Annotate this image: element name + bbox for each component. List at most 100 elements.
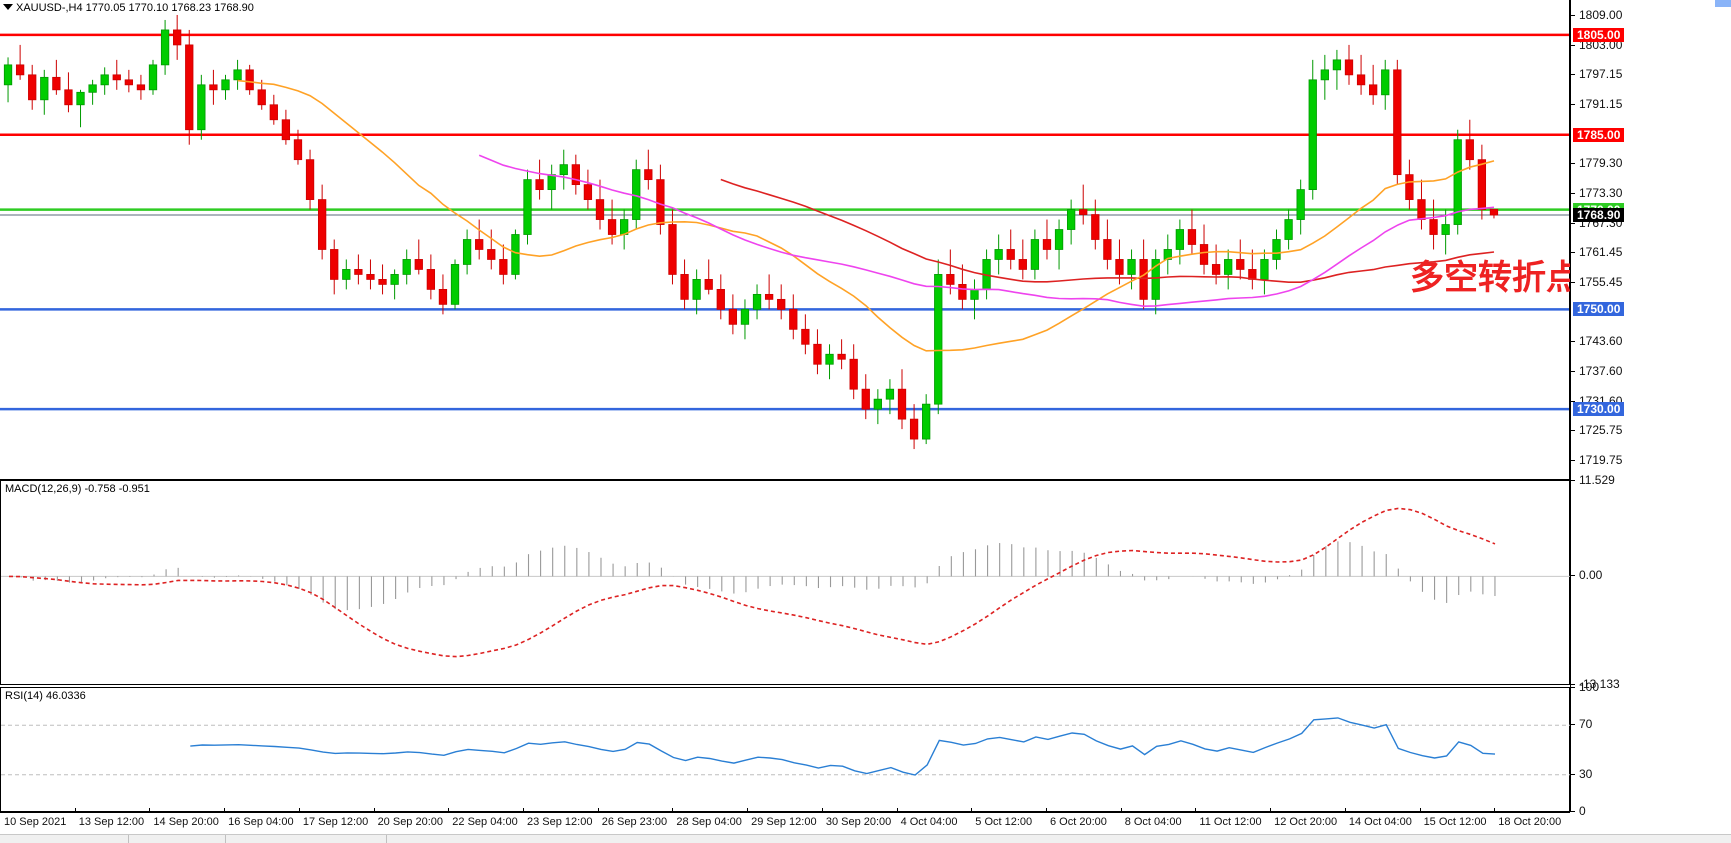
candlestick: [1369, 64, 1378, 105]
time-tick: [224, 808, 226, 813]
candlestick: [692, 269, 701, 315]
price-tick-label: 1743.60: [1579, 334, 1623, 349]
axis-tick: [1570, 575, 1575, 577]
candlestick: [1356, 54, 1366, 95]
candlestick: [160, 19, 170, 75]
rsi-tick-label: 30: [1579, 766, 1593, 781]
rsi-indicator-panel[interactable]: RSI(14) 46.0336: [0, 687, 1570, 812]
candlestick: [873, 389, 882, 425]
time-tick-label: 11 Oct 12:00: [1199, 816, 1262, 828]
time-tick-label: 8 Oct 04:00: [1124, 816, 1182, 828]
candlestick: [934, 259, 943, 415]
candlestick: [1127, 249, 1136, 290]
candlestick: [293, 129, 303, 165]
price-scale-axis[interactable]: 1809.00 1803.00 1797.15 1791.15 1779.30 1773.…: [1570, 0, 1731, 843]
axis-tick: [1570, 282, 1575, 284]
candlestick: [330, 239, 339, 295]
macd-signal-line: [8, 507, 1496, 658]
macd-panel-label: MACD(12,26,9) -0.758 -0.951: [5, 483, 150, 495]
candlestick: [390, 269, 399, 300]
price-badge-1768.90[interactable]: 1768.90: [1573, 208, 1625, 223]
time-tick: [597, 808, 599, 813]
price-tick-label: 1755.45: [1579, 275, 1623, 290]
price-tick-label: 1809.00: [1579, 7, 1623, 22]
time-tick-label: 14 Oct 04:00: [1348, 816, 1412, 828]
time-tick: [373, 808, 375, 813]
candlestick: [1465, 119, 1474, 170]
time-tick-label: 4 Oct 04:00: [900, 816, 958, 828]
time-tick: [1195, 808, 1197, 813]
candlestick: [1199, 224, 1209, 275]
candlestick: [3, 57, 13, 103]
candlestick: [354, 254, 363, 285]
candlestick: [1344, 44, 1354, 85]
candlestick: [136, 74, 146, 100]
rsi-tick-label: 100: [1579, 680, 1600, 694]
candlestick: [861, 374, 870, 420]
price-tick-label: 1779.30: [1579, 156, 1623, 171]
macd-chart-canvas: [1, 507, 1570, 658]
candlestick: [378, 264, 387, 295]
time-tick-label: 22 Sep 04:00: [452, 816, 518, 828]
macd-indicator-panel[interactable]: MACD(12,26,9) -0.758 -0.951: [0, 480, 1570, 685]
ma-line-orange: [237, 79, 1495, 352]
time-tick: [896, 808, 898, 813]
axis-tick: [1570, 687, 1575, 688]
candlestick: [221, 74, 230, 100]
candlestick: [909, 404, 919, 450]
candlestick: [450, 259, 460, 310]
candlestick: [1296, 179, 1305, 235]
time-tick-label: 17 Sep 12:00: [302, 816, 369, 828]
price-badge-1805.00[interactable]: 1805.00: [1573, 27, 1625, 42]
time-scale-axis[interactable]: 10 Sep 2021 13 Sep 12:00 14 Sep 20:00 16 Se…: [0, 808, 1570, 835]
candlestick: [426, 254, 436, 300]
candlestick: [1477, 144, 1487, 220]
price-chart-panel[interactable]: XAUUSD-,H4 1770.05 1770.10 1768.23 1768.…: [0, 0, 1675, 480]
candlestick: [511, 229, 520, 280]
candlestick: [1320, 54, 1329, 100]
candlestick: [680, 259, 689, 310]
candlestick: [1236, 239, 1245, 280]
time-tick: [672, 808, 674, 813]
axis-tick: [1570, 104, 1575, 106]
candlestick: [1405, 159, 1414, 210]
time-tick: [747, 808, 749, 813]
price-tick-label: 1737.60: [1579, 364, 1623, 379]
candlestick: [970, 279, 979, 320]
macd-tick-label: -13.133: [1579, 677, 1620, 691]
price-badge-1730.00[interactable]: 1730.00: [1573, 402, 1625, 417]
candlestick: [1453, 129, 1462, 235]
axis-tick: [1570, 480, 1575, 481]
candlestick: [438, 274, 448, 315]
candlestick: [1151, 249, 1160, 315]
price-tick-label: 1719.75: [1579, 453, 1623, 468]
candlestick: [523, 169, 532, 245]
ma-line-magenta: [478, 154, 1495, 308]
candlestick: [475, 219, 484, 260]
rsi-chart-canvas: [1, 717, 1570, 776]
candlestick: [1211, 244, 1221, 285]
price-badge-1750.00[interactable]: 1750.00: [1573, 302, 1625, 317]
triangle-down-icon[interactable]: [3, 4, 13, 10]
time-tick: [1419, 808, 1421, 813]
candlestick: [789, 294, 798, 340]
time-tick-label: 29 Sep 12:00: [751, 816, 817, 828]
time-tick: [1494, 808, 1496, 813]
candlestick: [88, 79, 97, 105]
candlestick: [1489, 208, 1499, 219]
scroll-marker[interactable]: [1715, 0, 1731, 7]
candlestick: [849, 344, 858, 400]
taskbar-item[interactable]: [226, 835, 387, 843]
macd-tick-label: 0.00: [1579, 568, 1603, 583]
taskbar-item[interactable]: [129, 835, 226, 843]
taskbar-item[interactable]: [0, 835, 129, 843]
candlestick: [704, 259, 713, 295]
time-tick: [1344, 808, 1346, 813]
axis-tick: [1570, 401, 1575, 403]
candlestick: [197, 74, 206, 140]
time-tick-label: 18 Oct 20:00: [1498, 816, 1562, 828]
candlestick: [317, 184, 327, 260]
price-badge-1785.00[interactable]: 1785.00: [1573, 127, 1625, 142]
axis-tick: [1570, 724, 1575, 726]
